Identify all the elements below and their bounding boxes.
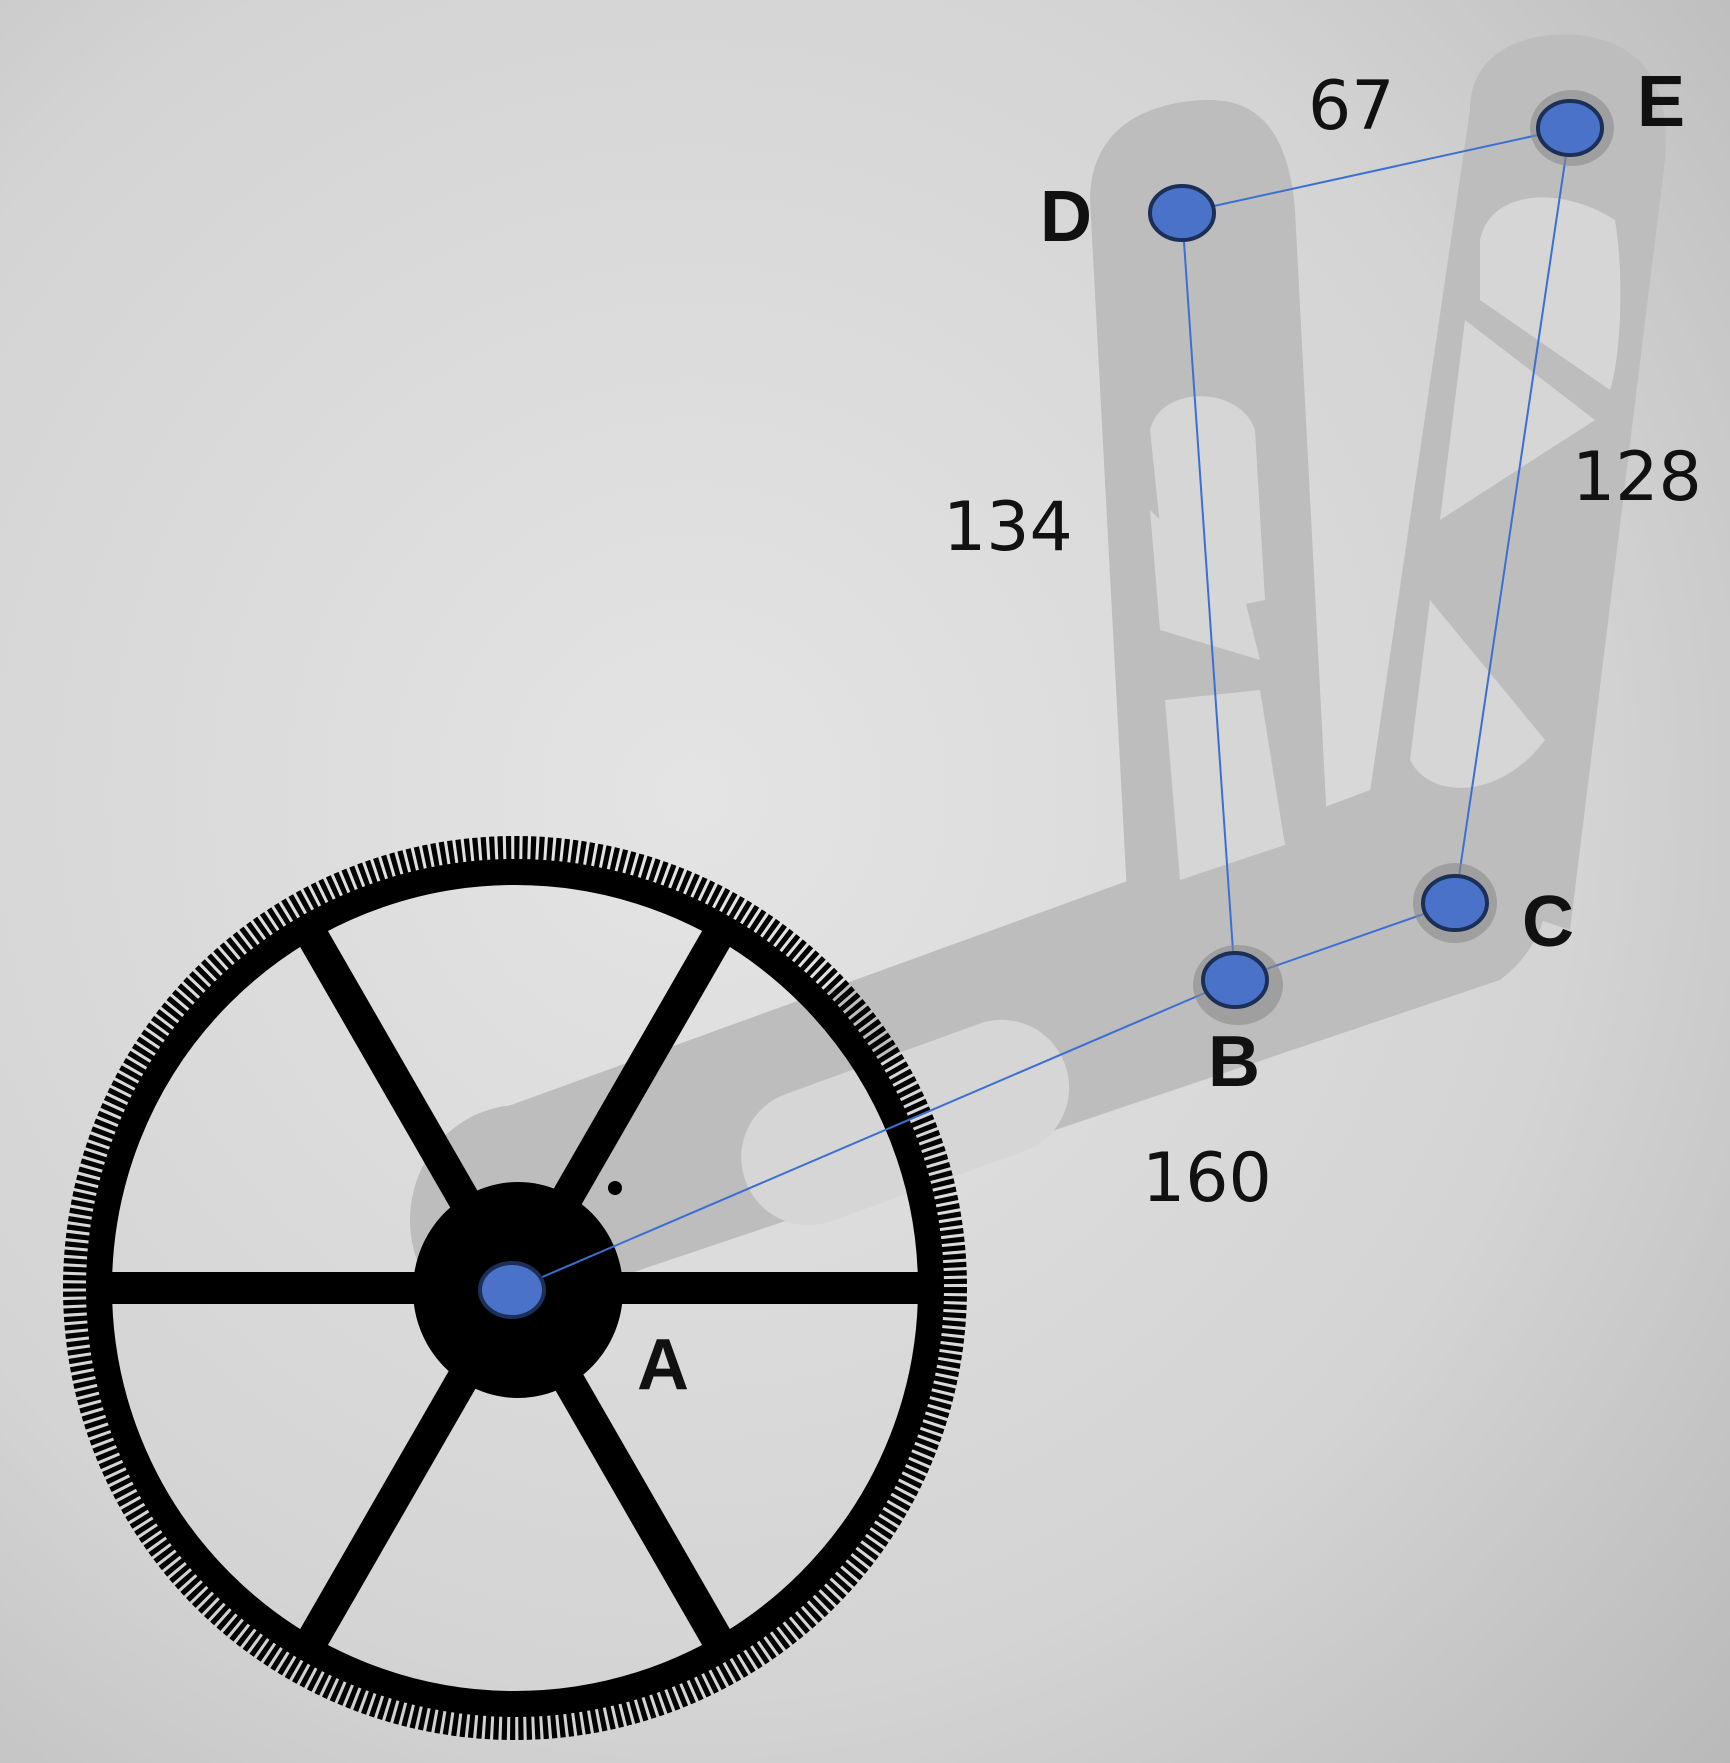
- joint-B: [1201, 951, 1269, 1009]
- link-lines: [511, 127, 1571, 1291]
- wheel-small-dot: [608, 1181, 622, 1195]
- link-E-C: [1454, 127, 1571, 904]
- length-AB: 160: [1142, 1139, 1272, 1218]
- cutout-right-upper: [1480, 197, 1621, 390]
- label-C: C: [1522, 882, 1574, 962]
- cutout-left-mid: [1150, 510, 1260, 660]
- length-EC: 128: [1572, 438, 1702, 517]
- length-BD: 134: [943, 488, 1073, 567]
- joint-C: [1421, 874, 1489, 932]
- cutout-right-mid: [1440, 320, 1595, 520]
- link-B-D: [1181, 212, 1236, 981]
- joint-D: [1148, 184, 1216, 242]
- joint-A: [478, 1261, 546, 1319]
- label-E: E: [1637, 62, 1685, 142]
- link-A-B: [511, 979, 1236, 1291]
- label-B: B: [1208, 1022, 1260, 1102]
- label-D: D: [1040, 177, 1092, 257]
- wheel: [63, 836, 967, 1740]
- length-DE: 67: [1308, 67, 1395, 146]
- joints: [478, 99, 1604, 1319]
- link-D-E: [1181, 127, 1571, 214]
- cutout-right-lower: [1410, 600, 1545, 788]
- cutout-left-lower: [1165, 690, 1285, 880]
- label-A: A: [637, 1325, 689, 1405]
- joint-E: [1536, 99, 1604, 157]
